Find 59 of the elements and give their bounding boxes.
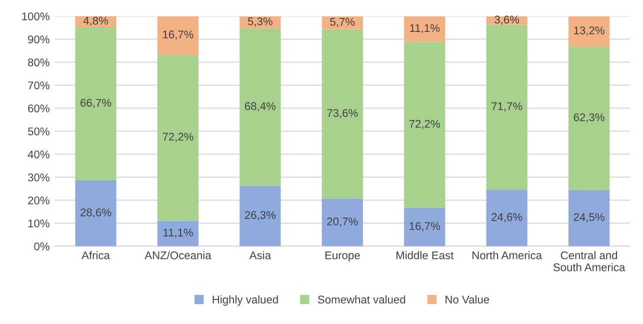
x-tick-label: North America (472, 251, 542, 260)
bar (404, 42, 446, 208)
data-label: 11,1% (163, 228, 193, 238)
bar (322, 29, 363, 199)
data-label: 72,2% (409, 120, 440, 130)
bar (240, 186, 281, 246)
data-label: 72,2% (162, 132, 194, 142)
data-label: 5,3% (248, 17, 272, 27)
data-label: 62,3% (574, 113, 604, 123)
data-label: 16,7% (410, 222, 440, 232)
y-tick-label: 100% (22, 12, 50, 20)
y-tick-label: 0% (34, 242, 50, 250)
data-label: 20,7% (327, 218, 358, 227)
legend-label: Highly valued (212, 295, 278, 306)
legend-label: No Value (446, 295, 490, 304)
data-label: 73,6% (327, 109, 358, 118)
x-tick-label: Asia (249, 251, 271, 260)
bar (322, 198, 363, 246)
data-label: 71,7% (492, 102, 522, 112)
bar (75, 27, 116, 180)
data-label: 28,6% (80, 208, 112, 218)
y-tick-label: 30% (28, 173, 50, 182)
data-label: 5,7% (330, 18, 355, 28)
x-tick-label: Africa (82, 251, 110, 260)
x-tick-label: ANZ/Oceania (144, 251, 212, 260)
bar (404, 16, 446, 42)
bar (404, 208, 446, 246)
bar (240, 28, 281, 186)
data-label: 3,6% (494, 16, 520, 25)
bar (157, 54, 199, 221)
data-label: 11,1% (410, 24, 440, 34)
data-label: 16,7% (163, 30, 194, 40)
y-tick-label: 70% (28, 81, 50, 90)
bar (486, 190, 528, 246)
bar (568, 190, 610, 246)
data-label: 24,6% (492, 213, 522, 222)
legend-label: Somewhat valued (318, 295, 406, 304)
x-tick-label: Middle East (396, 251, 454, 260)
bar (568, 46, 610, 190)
y-tick-label: 50% (28, 127, 50, 136)
bar (157, 16, 199, 55)
y-tick-label: 60% (28, 104, 50, 112)
data-label: 24,5% (574, 213, 604, 222)
y-tick-label: 10% (28, 220, 50, 228)
x-tick-label: Central and South America (553, 251, 626, 272)
y-tick-label: 40% (28, 150, 50, 158)
data-label: 4,8% (83, 16, 108, 26)
data-label: 68,4% (245, 102, 276, 112)
bar (157, 220, 199, 246)
data-label: 26,3% (244, 211, 276, 220)
data-label: 13,2% (574, 26, 604, 36)
y-tick-label: 90% (28, 35, 50, 44)
bar (486, 24, 528, 190)
x-tick-label: Europe (325, 252, 360, 262)
bar (75, 180, 116, 246)
bar (568, 16, 610, 47)
y-tick-label: 20% (28, 196, 50, 204)
data-label: 66,7% (80, 98, 112, 108)
y-tick-label: 80% (28, 58, 50, 66)
